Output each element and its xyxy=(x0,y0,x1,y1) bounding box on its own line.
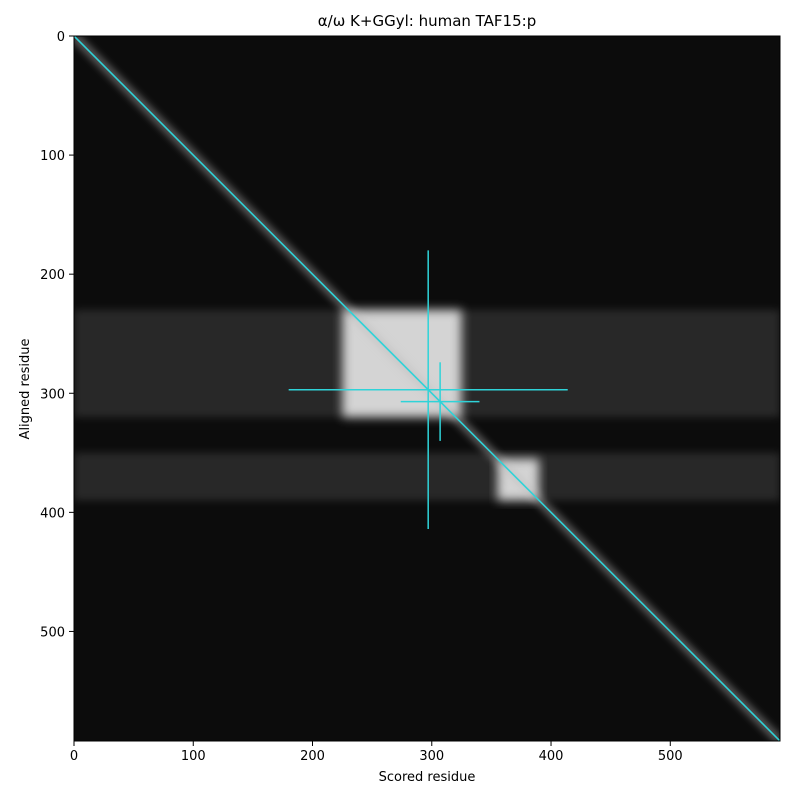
y-tick-label: 0 xyxy=(57,30,65,45)
x-axis-label: Scored residue xyxy=(379,770,476,785)
x-tick-label: 500 xyxy=(658,749,683,764)
x-tick-label: 200 xyxy=(300,749,325,764)
y-axis-label: Aligned residue xyxy=(18,339,33,440)
heatmap-band xyxy=(74,452,780,501)
diagonal-line xyxy=(74,36,780,741)
y-tick-label: 400 xyxy=(40,506,65,521)
chart-title: α/ω K+GGyl: human TAF15:p xyxy=(318,12,536,30)
x-tick-label: 300 xyxy=(419,749,444,764)
x-tick-label: 100 xyxy=(181,749,206,764)
y-tick-label: 200 xyxy=(40,268,65,283)
y-tick-label: 300 xyxy=(40,387,65,402)
y-tick-label: 100 xyxy=(40,149,65,164)
x-tick-label: 400 xyxy=(539,749,564,764)
plot-frame xyxy=(73,35,781,742)
plot-area xyxy=(74,36,780,741)
y-tick-label: 500 xyxy=(40,625,65,640)
x-tick-label: 0 xyxy=(70,749,78,764)
